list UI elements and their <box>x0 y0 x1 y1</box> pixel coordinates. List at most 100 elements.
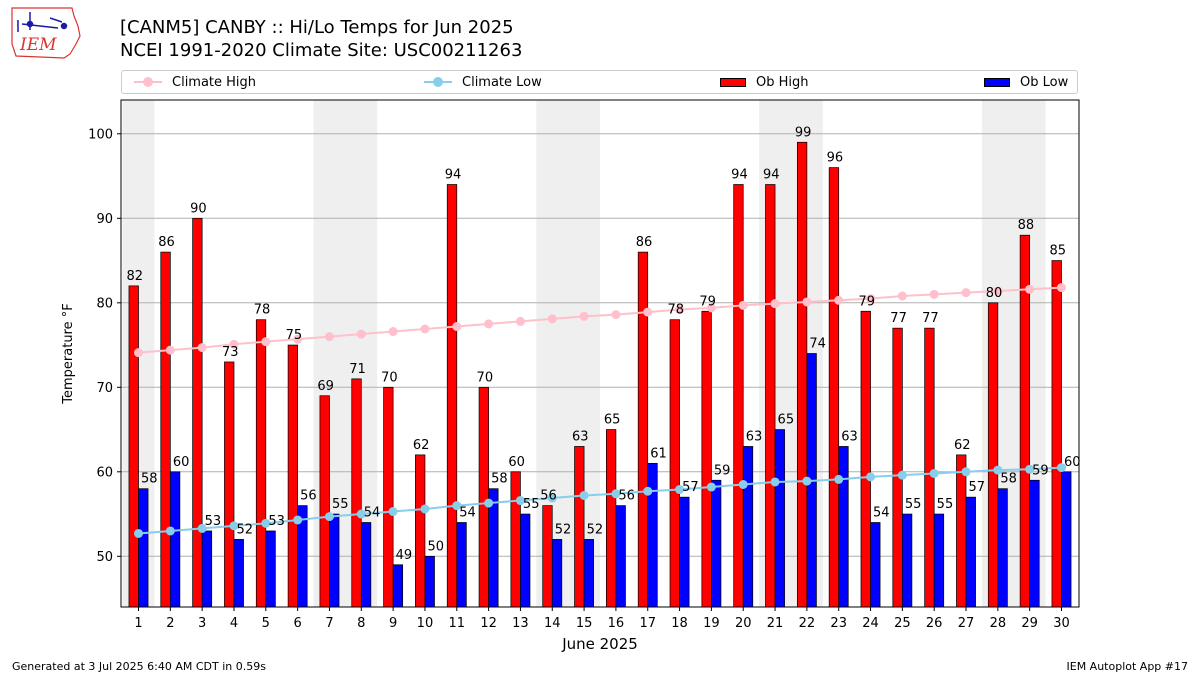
ob-high-label: 94 <box>763 168 780 183</box>
climate-high-point <box>961 288 971 298</box>
ob-high-bar <box>733 184 744 608</box>
x-tick-label: 15 <box>576 616 593 631</box>
x-tick-label: 12 <box>480 616 497 631</box>
ob-high-bar <box>669 319 680 608</box>
ob-low-bar <box>870 522 881 608</box>
ob-high-label: 79 <box>858 294 875 309</box>
climate-high-point <box>165 345 175 355</box>
climate-high-point <box>770 299 780 309</box>
climate-high-line <box>138 286 1062 354</box>
ob-high-bar <box>478 386 489 608</box>
ob-low-label: 56 <box>300 489 317 504</box>
legend-swatch-ob-high <box>720 77 746 87</box>
ob-high-label: 73 <box>222 345 239 360</box>
x-tick-label: 11 <box>449 616 466 631</box>
x-tick-label: 5 <box>262 616 270 631</box>
x-tick-label: 17 <box>639 616 656 631</box>
ob-high-label: 71 <box>349 362 366 377</box>
ob-low-bar <box>551 539 563 608</box>
ob-low-bar <box>233 539 244 608</box>
ob-low-label: 74 <box>809 337 826 352</box>
ob-low-bar <box>520 513 531 608</box>
climate-low-point <box>643 486 653 496</box>
ob-low-label: 55 <box>905 497 922 512</box>
climate-high-point <box>929 289 939 299</box>
y-axis-label: Temperature °F <box>61 303 76 404</box>
ob-low-label: 52 <box>587 522 604 537</box>
ob-high-bar <box>415 454 426 608</box>
ob-low-label: 58 <box>141 472 158 487</box>
ob-low-label: 63 <box>841 429 858 444</box>
ob-high-label: 69 <box>317 379 334 394</box>
climate-low-point <box>802 476 812 486</box>
ob-low-label: 63 <box>746 429 763 444</box>
ob-low-bar <box>456 522 467 608</box>
ob-high-bar <box>383 386 394 608</box>
legend-item-climate-low: Climate Low <box>424 71 542 93</box>
climate-low-point <box>356 509 366 519</box>
ob-high-label: 88 <box>1018 218 1035 233</box>
climate-low-point <box>420 504 430 514</box>
ob-low-bar <box>933 513 945 608</box>
ob-low-bar <box>647 463 658 608</box>
x-tick-label: 6 <box>294 616 302 631</box>
ob-low-label: 52 <box>555 522 572 537</box>
ob-high-label: 63 <box>572 429 589 444</box>
climate-low-point <box>897 470 907 480</box>
climate-low-point <box>261 518 271 528</box>
x-tick-label: 22 <box>799 616 816 631</box>
ob-high-label: 90 <box>190 201 207 216</box>
climate-high-point <box>675 305 685 315</box>
ob-high-label: 78 <box>668 303 685 318</box>
ob-high-label: 56 <box>540 489 557 504</box>
climate-low-point <box>547 493 557 503</box>
climate-low-line <box>138 466 1062 535</box>
ob-low-bar <box>774 429 785 608</box>
x-tick-label: 2 <box>166 616 174 631</box>
climate-high-point <box>643 307 653 317</box>
ob-high-label: 62 <box>413 438 430 453</box>
climate-low-point <box>1056 463 1066 473</box>
climate-high-point <box>324 332 334 342</box>
ob-low-label: 57 <box>682 480 699 495</box>
climate-high-point <box>229 339 239 349</box>
logo-text: IEM <box>19 35 57 55</box>
ob-low-label: 58 <box>1000 472 1017 487</box>
ob-high-label: 70 <box>477 370 494 385</box>
climate-high-point <box>706 303 716 313</box>
ob-high-bar <box>606 429 617 608</box>
ob-high-label: 70 <box>381 370 398 385</box>
climate-low-point <box>484 498 494 508</box>
plot-frame <box>120 99 1080 608</box>
x-tick-label: 26 <box>926 616 943 631</box>
ob-low-label: 55 <box>937 497 954 512</box>
climate-low-point <box>961 467 971 477</box>
ob-low-label: 55 <box>332 497 349 512</box>
x-tick-label: 23 <box>830 616 847 631</box>
ob-low-label: 61 <box>650 446 667 461</box>
ob-low-bar <box>679 496 690 608</box>
climate-high-point <box>611 310 621 320</box>
ob-low-bar <box>360 522 372 608</box>
climate-high-point <box>484 319 494 329</box>
legend-item-ob-low: Ob Low <box>984 71 1068 93</box>
climate-low-point <box>770 477 780 487</box>
ob-high-bar <box>987 302 999 608</box>
x-tick-label: 3 <box>198 616 206 631</box>
ob-high-label: 80 <box>986 286 1003 301</box>
ob-low-bar <box>742 446 754 608</box>
ob-low-label: 49 <box>396 548 413 563</box>
ob-low-bar <box>138 488 149 608</box>
ob-low-label: 52 <box>236 522 253 537</box>
ob-high-label: 94 <box>445 168 462 183</box>
ob-high-bar <box>860 310 871 608</box>
ob-low-bar <box>615 505 626 608</box>
ob-high-bar <box>701 310 712 608</box>
chart-title: [CANM5] CANBY :: Hi/Lo Temps for Jun 202… <box>120 17 514 38</box>
ob-high-label: 94 <box>731 168 748 183</box>
ob-low-label: 58 <box>491 472 508 487</box>
y-tick-label: 80 <box>96 296 113 311</box>
ob-high-bar <box>796 141 808 608</box>
ob-high-bar <box>828 167 840 608</box>
